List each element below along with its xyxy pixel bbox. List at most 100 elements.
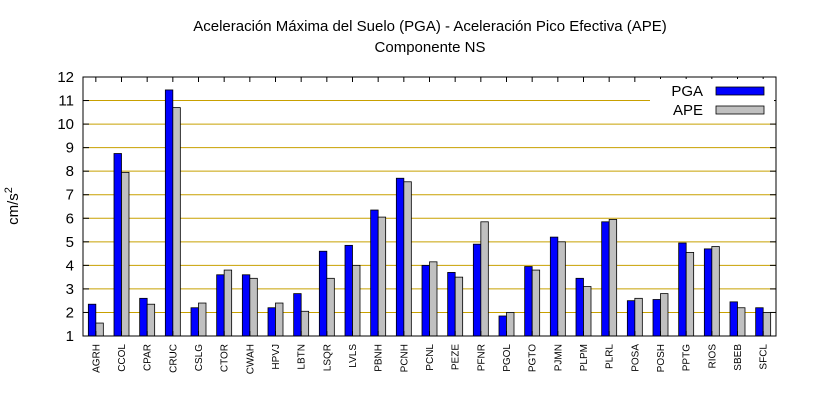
x-tick-label: PCNL bbox=[425, 344, 436, 371]
bar-ape bbox=[352, 264, 361, 337]
y-tick-label: 10 bbox=[57, 116, 74, 133]
x-tick-label: AGRH bbox=[91, 344, 102, 373]
bar-ape bbox=[506, 312, 515, 337]
y-tick-label: 12 bbox=[57, 69, 74, 86]
bar-ape bbox=[377, 216, 387, 337]
bar-ape bbox=[480, 221, 489, 337]
bar-pga bbox=[652, 299, 661, 337]
bar-pga bbox=[164, 89, 174, 337]
x-tick-label: LBTN bbox=[297, 344, 308, 370]
bar-pga bbox=[190, 307, 199, 337]
bar-ape bbox=[685, 252, 695, 337]
bar-ape bbox=[454, 276, 464, 337]
bar-ape bbox=[660, 293, 669, 337]
bar-pga bbox=[370, 209, 379, 337]
bar-ape bbox=[557, 241, 566, 337]
bar-ape bbox=[531, 269, 541, 337]
x-tick-label: PGTO bbox=[528, 344, 539, 372]
bar-pga bbox=[113, 153, 122, 337]
chart-title: Aceleración Máxima del Suelo (PGA) - Ace… bbox=[193, 18, 667, 35]
bar-pga bbox=[267, 307, 276, 337]
bar-ape bbox=[608, 219, 618, 337]
x-tick-label: SFCL bbox=[759, 344, 770, 370]
x-tick-label: CRUC bbox=[168, 344, 179, 373]
bar-pga bbox=[601, 221, 610, 337]
legend-label-ape: APE bbox=[673, 102, 703, 119]
x-tick-label: PFNR bbox=[476, 344, 487, 371]
bar-pga bbox=[678, 242, 687, 337]
bar-ape bbox=[121, 171, 130, 337]
x-tick-label: PBNH bbox=[374, 344, 385, 372]
bar-ape bbox=[583, 286, 592, 337]
x-tick-label: RIOS bbox=[707, 344, 718, 369]
x-tick-label: CSLG bbox=[194, 344, 205, 371]
y-axis-label-superscript: 2 bbox=[3, 187, 15, 193]
bar-pga bbox=[216, 274, 225, 337]
y-axis-label-base: cm/s bbox=[5, 193, 22, 225]
x-tick-label: POSA bbox=[630, 344, 641, 372]
bar-pga bbox=[626, 300, 636, 337]
x-ticks: AGRH CCOL CPAR CRUC CSLG CTOR CWAH HPVJ LBTN LSQR… bbox=[91, 77, 770, 374]
chart-subtitle: Componente NS bbox=[375, 39, 486, 56]
x-tick-label: PGOL bbox=[502, 344, 513, 372]
x-tick-label: CCOL bbox=[117, 344, 128, 372]
bar-pga bbox=[729, 301, 738, 337]
bar-ape bbox=[403, 181, 412, 337]
bar-pga bbox=[395, 177, 405, 337]
bar-pga bbox=[293, 293, 302, 337]
x-tick-label: SBEB bbox=[733, 344, 744, 371]
bar-pga bbox=[421, 264, 430, 337]
x-tick-label: PPTG bbox=[682, 344, 693, 371]
bar-ape bbox=[762, 312, 772, 337]
bar-pga bbox=[139, 297, 148, 337]
y-tick-label: 5 bbox=[66, 234, 74, 251]
bar-pga bbox=[498, 315, 507, 337]
bar-ape bbox=[172, 107, 181, 337]
bar-ape bbox=[634, 297, 643, 337]
bar-ape bbox=[429, 261, 438, 337]
bar-pga bbox=[344, 244, 353, 337]
y-tick-label: 11 bbox=[58, 93, 74, 110]
bar-pga bbox=[447, 272, 456, 337]
y-tick-label: 3 bbox=[66, 281, 74, 298]
y-tick-label: 7 bbox=[66, 187, 74, 204]
bar-pga bbox=[575, 277, 584, 337]
y-tick-label: 6 bbox=[66, 210, 74, 227]
legend-swatch-ape bbox=[715, 105, 765, 115]
legend-swatch-pga bbox=[715, 86, 765, 96]
bar-ape bbox=[275, 302, 284, 337]
bar-ape bbox=[146, 303, 156, 337]
bar-pga bbox=[755, 307, 764, 337]
legend: PGA APE bbox=[650, 79, 774, 119]
y-tick-label: 2 bbox=[66, 304, 74, 321]
bar-pga bbox=[318, 250, 328, 337]
x-tick-label: PLRL bbox=[605, 344, 616, 369]
y-tick-label: 1 bbox=[66, 328, 74, 345]
x-tick-label: CPAR bbox=[143, 344, 154, 371]
x-tick-label: PLPM bbox=[579, 344, 590, 371]
x-tick-label: LSQR bbox=[322, 344, 333, 371]
x-tick-label: PEZE bbox=[451, 344, 462, 370]
bar-ape bbox=[95, 322, 104, 337]
y-tick-label: 4 bbox=[66, 257, 74, 274]
x-tick-label: PJMN bbox=[553, 344, 564, 371]
bar-ape bbox=[300, 310, 310, 337]
bar-pga bbox=[549, 236, 559, 337]
bars bbox=[87, 89, 772, 337]
bar-ape bbox=[326, 277, 335, 337]
bar-ape bbox=[249, 277, 258, 337]
y-axis-label: cm/s2 bbox=[3, 187, 22, 225]
x-tick-label: LVLS bbox=[348, 344, 359, 368]
y-tick-label: 9 bbox=[66, 140, 74, 157]
bar-pga bbox=[241, 274, 251, 337]
x-tick-label: CWAH bbox=[245, 344, 256, 374]
y-tick-label: 8 bbox=[66, 163, 74, 180]
x-tick-label: HPVJ bbox=[271, 344, 282, 370]
bar-ape bbox=[223, 269, 233, 337]
x-tick-label: CTOR bbox=[220, 344, 231, 372]
bar-ape bbox=[711, 246, 720, 337]
legend-label-pga: PGA bbox=[671, 83, 703, 100]
bar-pga bbox=[472, 243, 482, 337]
